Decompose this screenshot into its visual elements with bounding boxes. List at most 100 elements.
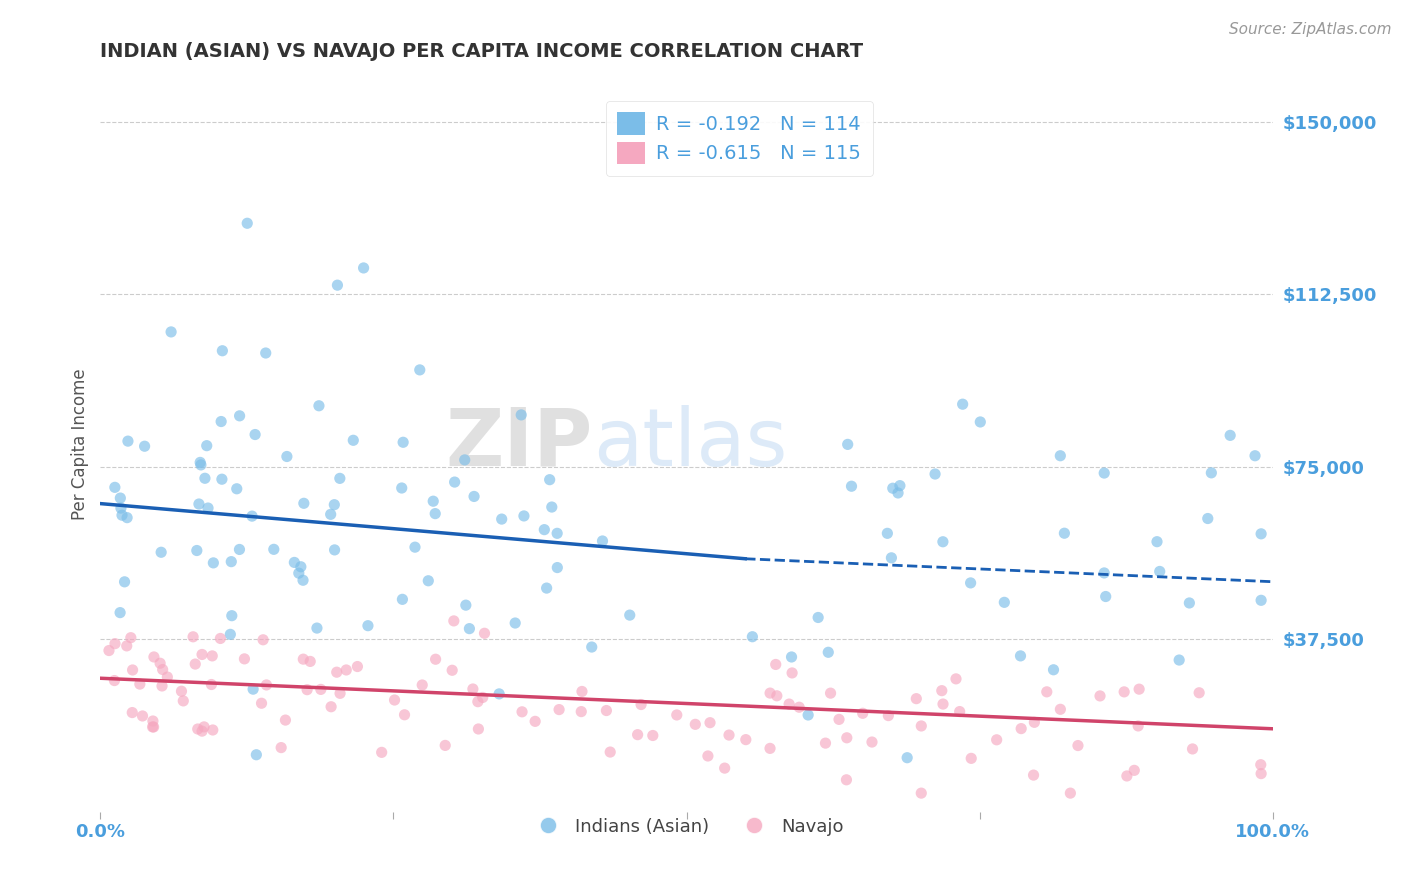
- Point: [1022, 768, 1045, 782]
- Point: [308, 399, 330, 413]
- Point: [835, 731, 858, 745]
- Point: [323, 498, 346, 512]
- Point: [780, 650, 803, 665]
- Point: [880, 550, 903, 565]
- Point: [524, 714, 547, 729]
- Point: [1092, 466, 1115, 480]
- Point: [104, 480, 127, 494]
- Point: [295, 682, 318, 697]
- Point: [1115, 769, 1137, 783]
- Point: [1178, 596, 1201, 610]
- Point: [569, 705, 592, 719]
- Point: [228, 542, 250, 557]
- Point: [969, 415, 991, 429]
- Point: [150, 679, 173, 693]
- Point: [441, 663, 464, 677]
- Point: [193, 720, 215, 734]
- Point: [1067, 739, 1090, 753]
- Point: [353, 260, 375, 275]
- Point: [319, 699, 342, 714]
- Point: [1024, 715, 1046, 730]
- Point: [292, 573, 315, 587]
- Point: [905, 691, 928, 706]
- Point: [599, 745, 621, 759]
- Point: [201, 723, 224, 737]
- Point: [115, 639, 138, 653]
- Point: [820, 686, 842, 700]
- Point: [104, 637, 127, 651]
- Point: [1010, 722, 1032, 736]
- Point: [1197, 511, 1219, 525]
- Point: [461, 681, 484, 696]
- Point: [841, 479, 863, 493]
- Point: [197, 501, 219, 516]
- Point: [309, 682, 332, 697]
- Point: [190, 458, 212, 472]
- Point: [1053, 526, 1076, 541]
- Point: [852, 706, 875, 721]
- Point: [384, 693, 406, 707]
- Point: [877, 708, 900, 723]
- Point: [150, 545, 173, 559]
- Point: [329, 686, 352, 700]
- Legend: Indians (Asian), Navajo: Indians (Asian), Navajo: [523, 811, 851, 843]
- Point: [546, 560, 568, 574]
- Point: [778, 697, 800, 711]
- Point: [699, 715, 721, 730]
- Point: [463, 490, 485, 504]
- Point: [1149, 565, 1171, 579]
- Point: [299, 654, 322, 668]
- Point: [326, 278, 349, 293]
- Point: [103, 673, 125, 688]
- Point: [571, 684, 593, 698]
- Point: [142, 720, 165, 734]
- Point: [219, 555, 242, 569]
- Point: [1250, 766, 1272, 780]
- Text: atlas: atlas: [593, 405, 787, 483]
- Point: [1244, 449, 1267, 463]
- Point: [630, 698, 652, 712]
- Point: [467, 722, 489, 736]
- Point: [392, 435, 415, 450]
- Point: [305, 621, 328, 635]
- Text: ZIP: ZIP: [446, 405, 593, 483]
- Text: Source: ZipAtlas.com: Source: ZipAtlas.com: [1229, 22, 1392, 37]
- Point: [254, 346, 277, 360]
- Point: [626, 728, 648, 742]
- Point: [194, 471, 217, 485]
- Point: [170, 684, 193, 698]
- Point: [134, 439, 156, 453]
- Point: [797, 708, 820, 723]
- Point: [200, 677, 222, 691]
- Point: [882, 481, 904, 495]
- Point: [741, 630, 763, 644]
- Point: [370, 745, 392, 759]
- Point: [242, 682, 264, 697]
- Point: [409, 363, 432, 377]
- Point: [391, 481, 413, 495]
- Point: [201, 648, 224, 663]
- Point: [1128, 682, 1150, 697]
- Point: [418, 574, 440, 588]
- Point: [876, 526, 898, 541]
- Point: [454, 598, 477, 612]
- Point: [172, 694, 194, 708]
- Point: [184, 657, 207, 671]
- Point: [696, 749, 718, 764]
- Point: [765, 657, 787, 672]
- Point: [1042, 663, 1064, 677]
- Point: [641, 729, 664, 743]
- Point: [734, 732, 756, 747]
- Point: [491, 512, 513, 526]
- Point: [274, 713, 297, 727]
- Point: [228, 409, 250, 423]
- Point: [887, 486, 910, 500]
- Point: [149, 657, 172, 671]
- Point: [986, 732, 1008, 747]
- Point: [685, 717, 707, 731]
- Point: [110, 491, 132, 505]
- Point: [319, 508, 342, 522]
- Point: [121, 706, 143, 720]
- Point: [952, 397, 974, 411]
- Point: [202, 556, 225, 570]
